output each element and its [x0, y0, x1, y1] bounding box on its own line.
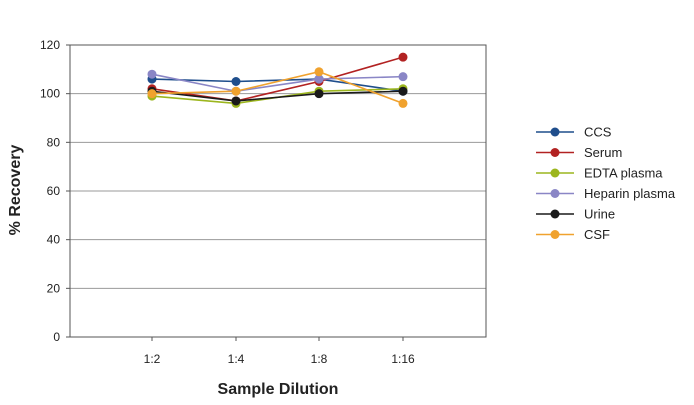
series-line — [151, 70, 404, 105]
legend-label: Serum — [584, 145, 622, 160]
legend-label: EDTA plasma — [584, 166, 663, 181]
series-edta-plasma — [147, 84, 408, 108]
legend-item: Heparin plasma — [536, 186, 676, 201]
x-tick-label: 1:2 — [144, 352, 161, 366]
data-point — [314, 74, 324, 84]
legend-swatch-marker — [550, 230, 560, 239]
legend-swatch-marker — [550, 127, 560, 137]
x-tick-label: 1:4 — [228, 352, 245, 366]
y-tick-label: 60 — [47, 184, 61, 198]
data-point — [231, 96, 241, 106]
y-tick-label: 120 — [40, 38, 60, 52]
legend-item: CCS — [536, 125, 612, 140]
y-axis: 0 20 40 60 80 100 120 — [40, 38, 70, 344]
legend-item: EDTA plasma — [536, 166, 663, 181]
data-point — [398, 98, 408, 108]
legend-swatch-marker — [550, 189, 560, 198]
series-line — [151, 56, 404, 102]
legend-label: Heparin plasma — [584, 186, 676, 201]
grid-lines — [70, 44, 486, 338]
legend-swatch-marker — [550, 209, 560, 219]
series-csf — [147, 67, 408, 108]
legend-swatch-marker — [550, 148, 560, 157]
series-line — [151, 78, 404, 93]
y-tick-label: 20 — [47, 281, 61, 295]
series-group — [147, 52, 408, 108]
y-tick-label: 100 — [40, 87, 60, 101]
data-point — [314, 67, 324, 77]
y-tick-label: 40 — [47, 233, 61, 247]
legend-swatch-marker — [550, 168, 560, 178]
series-line — [151, 73, 404, 93]
data-point — [231, 86, 241, 96]
legend-label: CCS — [584, 125, 612, 140]
data-point — [231, 77, 241, 86]
legend-item: Urine — [536, 207, 615, 222]
y-tick-label: 0 — [53, 330, 60, 344]
data-point — [398, 86, 408, 96]
x-tick-label: 1:8 — [311, 352, 328, 366]
data-point — [398, 72, 408, 82]
data-point — [147, 89, 157, 99]
data-point — [398, 52, 408, 62]
legend-label: Urine — [584, 207, 615, 222]
legend-item: CSF — [536, 227, 610, 242]
x-axis-title: Sample Dilution — [218, 381, 339, 398]
y-tick-label: 80 — [47, 135, 61, 149]
legend: CCS Serum EDTA plasma Heparin plasma Urine CS… — [536, 125, 676, 242]
x-axis: 1:2 1:4 1:8 1:16 — [144, 337, 415, 366]
legend-item: Serum — [536, 145, 622, 160]
data-point — [314, 89, 324, 99]
series-line — [151, 90, 404, 102]
y-axis-title: % Recovery — [7, 145, 24, 236]
legend-label: CSF — [584, 227, 610, 242]
data-point — [147, 69, 157, 79]
x-tick-label: 1:16 — [391, 352, 415, 366]
